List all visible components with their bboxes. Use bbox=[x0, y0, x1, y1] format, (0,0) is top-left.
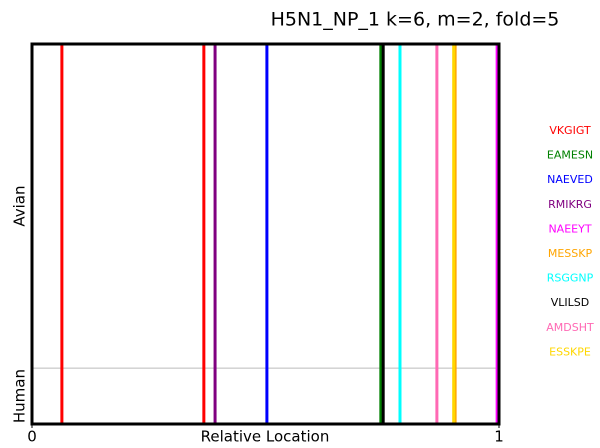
x-tick-label: 1 bbox=[494, 428, 504, 446]
legend-label: VKGIGT bbox=[549, 124, 591, 137]
legend-label: MESSKP bbox=[548, 247, 593, 260]
legend-label: RSGGNP bbox=[547, 272, 594, 285]
legend-label: NAEEYT bbox=[548, 222, 591, 235]
legend-label: RMIKRG bbox=[548, 198, 592, 211]
chart-title: H5N1_NP_1 k=6, m=2, fold=5 bbox=[271, 9, 560, 31]
y-group-label: Human bbox=[11, 369, 29, 423]
legend-label: NAEVED bbox=[547, 173, 593, 186]
x-axis-label: Relative Location bbox=[201, 428, 330, 446]
plot-frame bbox=[30, 42, 501, 426]
legend-label: AMDSHT bbox=[546, 321, 594, 334]
y-group-label: Avian bbox=[11, 185, 29, 226]
legend-label: VLILSD bbox=[551, 296, 589, 309]
legend-label: EAMESN bbox=[547, 149, 593, 162]
legend-label: ESSKPE bbox=[549, 345, 591, 358]
x-tick-label: 0 bbox=[27, 428, 37, 446]
